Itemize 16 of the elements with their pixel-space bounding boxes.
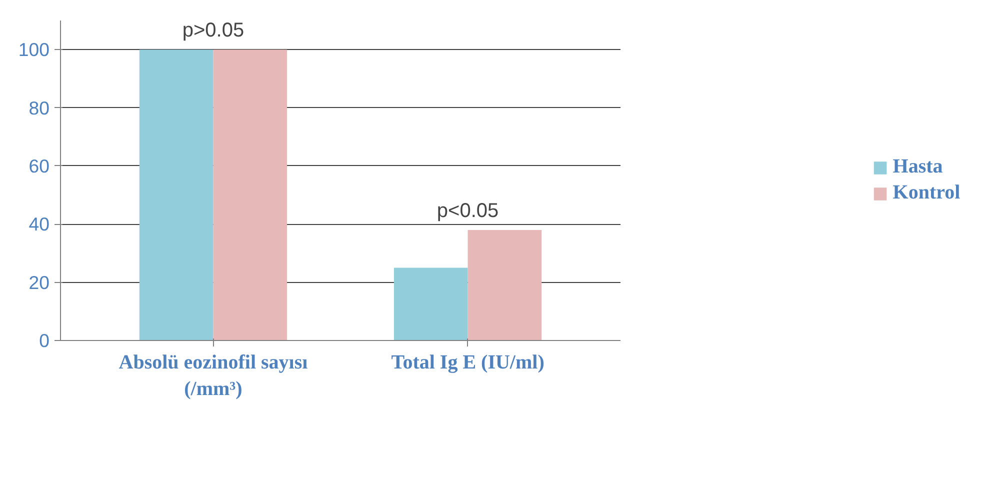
x-tick-label: Total Ig E (IU/ml): [391, 352, 544, 374]
y-tick-label: 0: [39, 330, 50, 351]
y-tick-label: 80: [28, 97, 50, 118]
bar: [213, 50, 288, 340]
bar: [468, 230, 542, 340]
x-tick-label: Absolü eozinofil sayısı (/mm³): [118, 352, 308, 400]
y-tick-label: 20: [28, 272, 50, 293]
annotation: p<0.05: [436, 200, 499, 222]
bar: [139, 50, 214, 340]
legend-label: Kontrol: [892, 182, 960, 204]
bar: [394, 268, 468, 340]
annotation: p>0.05: [182, 20, 244, 42]
legend-label: Hasta: [892, 156, 943, 178]
y-tick-label: 100: [18, 39, 50, 60]
y-tick-label: 40: [28, 214, 50, 235]
y-tick-label: 60: [28, 155, 50, 176]
